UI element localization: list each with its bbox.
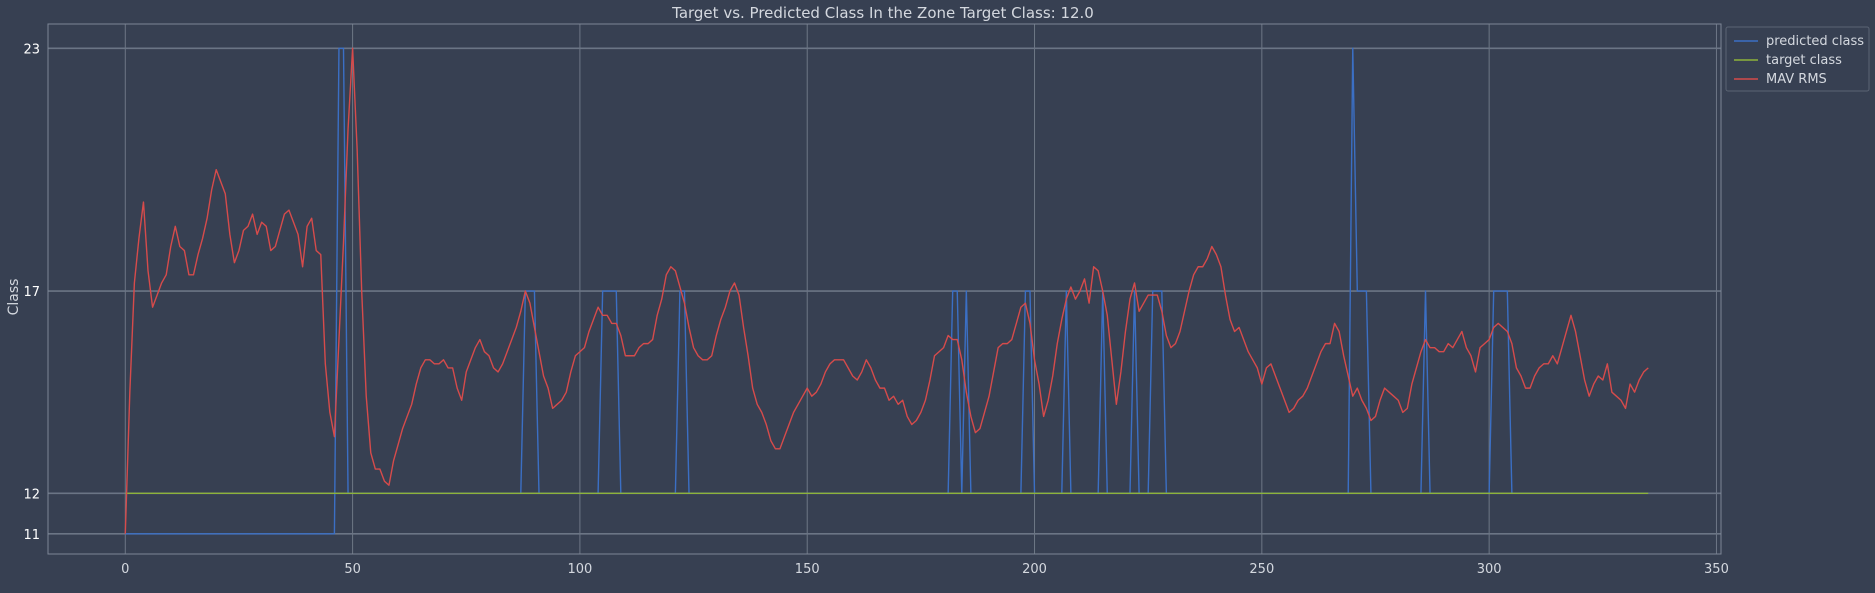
legend-box: [1725, 26, 1870, 92]
legend-label-target-class: target class: [1766, 53, 1842, 68]
y-tick-label-12: 12: [23, 487, 40, 502]
series-line-mav-rms: [124, 47, 1649, 534]
y-axis-label: Class: [6, 279, 22, 316]
legend: predicted class target class MAV RMS: [1725, 26, 1870, 92]
x-tick-label-200: 200: [1022, 562, 1047, 577]
x-tick-label-350: 350: [1704, 562, 1729, 577]
plot-frame: [47, 23, 1722, 555]
x-tick-label-250: 250: [1249, 562, 1274, 577]
x-tick-label-50: 50: [344, 562, 361, 577]
y-tick-label-11: 11: [23, 528, 40, 543]
x-tick-label-100: 100: [567, 562, 592, 577]
y-tick-label-23: 23: [23, 42, 40, 57]
x-tick-label-150: 150: [795, 562, 820, 577]
plot-area: 0 50 100 150 200 250 300 350 11 12 17 23: [23, 23, 1729, 577]
chart-title: Target vs. Predicted Class In the Zone T…: [671, 4, 1094, 22]
legend-label-mav-rms: MAV RMS: [1766, 72, 1827, 87]
y-tick-label-17: 17: [23, 285, 40, 300]
x-tick-label-300: 300: [1477, 562, 1502, 577]
x-tick-label-0: 0: [121, 562, 129, 577]
legend-label-predicted-class: predicted class: [1766, 34, 1864, 49]
